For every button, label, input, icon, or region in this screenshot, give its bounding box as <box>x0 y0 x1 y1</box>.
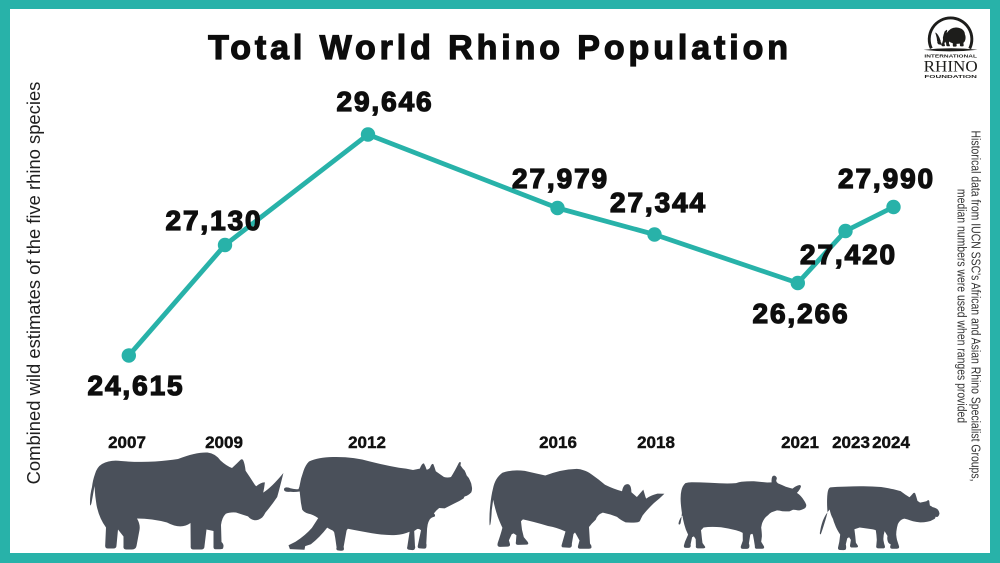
svg-text:INTERNATIONAL: INTERNATIONAL <box>924 54 977 59</box>
svg-text:FOUNDATION: FOUNDATION <box>924 74 978 79</box>
svg-text:RHINO: RHINO <box>924 58 978 75</box>
